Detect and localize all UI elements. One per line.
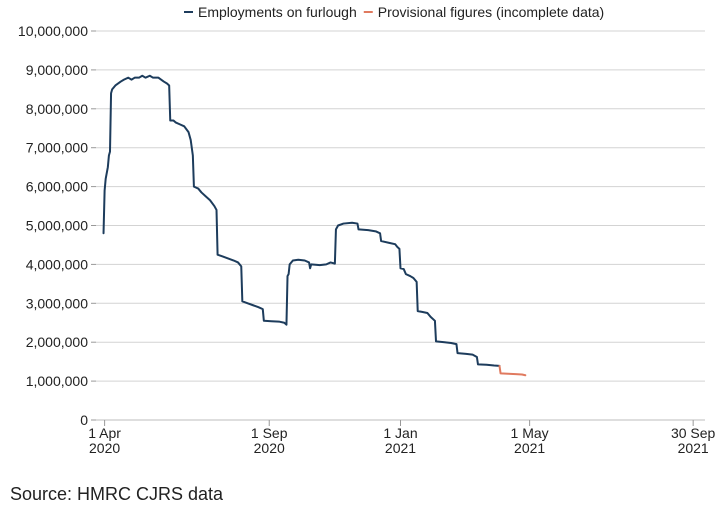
x-tick-label: 1 May: [511, 425, 549, 441]
legend-label-furlough: Employments on furlough: [198, 4, 357, 20]
legend-label-provisional: Provisional figures (incomplete data): [378, 4, 604, 20]
y-tick-label: 3,000,000: [26, 295, 88, 311]
source-note: Source: HMRC CJRS data: [10, 484, 224, 504]
x-tick-label-year: 2021: [678, 440, 709, 456]
y-tick-label: 8,000,000: [26, 101, 88, 117]
y-tick-label: 1,000,000: [26, 373, 88, 389]
y-tick-label: 10,000,000: [18, 23, 88, 39]
y-tick-label: 4,000,000: [26, 256, 88, 272]
x-tick-label: 1 Sep: [251, 425, 288, 441]
y-tick-label: 2,000,000: [26, 334, 88, 350]
y-tick-label: 6,000,000: [26, 179, 88, 195]
series-lines: [102, 74, 527, 377]
gridlines: [96, 30, 705, 421]
x-tick-label: 30 Sep: [671, 425, 716, 441]
x-tick-label-year: 2020: [254, 440, 285, 456]
x-tick-label-year: 2020: [89, 440, 120, 456]
x-tick-label-year: 2021: [385, 440, 416, 456]
x-tick-label: 1 Apr: [88, 425, 121, 441]
series-line-provisional: [498, 364, 527, 377]
y-tick-label: 7,000,000: [26, 140, 88, 156]
x-tick-label-year: 2021: [514, 440, 545, 456]
series-line-furlough: [102, 74, 501, 367]
x-tick-label: 1 Jan: [383, 425, 417, 441]
legend: Employments on furlough Provisional figur…: [184, 4, 604, 20]
y-tick-label: 0: [80, 412, 88, 428]
axes: 0 1,000,000 2,000,000 3,000,000 4,000,000 5,0…: [18, 23, 716, 456]
y-tick-label: 5,000,000: [26, 218, 88, 234]
y-tick-label: 9,000,000: [26, 62, 88, 78]
